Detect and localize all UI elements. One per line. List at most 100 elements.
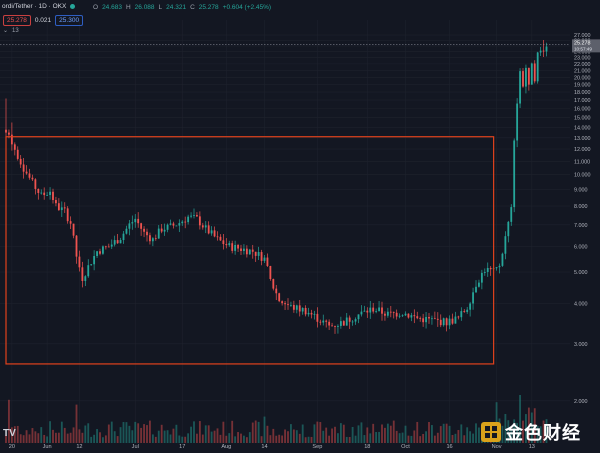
y-tick-label: 13.000 (574, 136, 591, 142)
candle-body (60, 207, 63, 211)
market-status-dot (70, 4, 76, 9)
volume-bar (281, 435, 284, 443)
price-badge-value: 25.278 (574, 40, 591, 46)
volume-bar (107, 424, 110, 443)
candle-body (483, 271, 486, 273)
candle-body (160, 228, 163, 232)
volume-bar (269, 435, 272, 443)
candle-body (184, 221, 187, 223)
volume-bar (428, 422, 430, 443)
volume-bar (87, 423, 90, 443)
volume-bar (304, 437, 307, 443)
candle-body (254, 251, 257, 256)
candle-body (448, 318, 451, 326)
candle-body (52, 191, 54, 201)
volume-bar (539, 426, 542, 443)
candle-body (151, 238, 154, 242)
volume-bar (46, 436, 49, 443)
candle-body (143, 228, 145, 232)
candle-body (122, 233, 125, 241)
candle-body (87, 265, 90, 277)
volume-bar (240, 433, 242, 443)
volume-bar (219, 434, 222, 443)
candle-body (243, 248, 245, 251)
candle-body (213, 230, 216, 237)
candle-body (507, 221, 510, 237)
candle-body (375, 311, 378, 313)
candle-body (57, 203, 60, 211)
sell-price-button[interactable]: 25.278 (3, 15, 31, 26)
candle-body (90, 264, 93, 266)
candle-body (5, 129, 7, 133)
buy-price-button[interactable]: 25.300 (55, 15, 84, 26)
indicators-toggle[interactable]: ⌄ 13 (3, 27, 19, 35)
candle-body (304, 307, 307, 315)
volume-bar (475, 423, 477, 443)
volume-bar (542, 420, 545, 443)
volume-bar (72, 427, 75, 443)
y-tick-label: 22.000 (574, 62, 591, 68)
volume-bar (116, 436, 119, 443)
candle-body (510, 207, 513, 222)
candle-body (307, 312, 310, 315)
candle-body (119, 240, 122, 244)
low-label: L (158, 4, 163, 11)
candle-body (266, 257, 269, 266)
candle-body (104, 246, 107, 248)
candle-body (501, 253, 504, 266)
candle-body (292, 304, 295, 310)
volume-bar (525, 414, 527, 443)
candle-body (498, 265, 501, 268)
candle-body (269, 265, 272, 280)
candle-body (466, 309, 469, 312)
volume-bar (278, 434, 281, 443)
candle-body (102, 246, 104, 254)
candle-body (149, 235, 151, 242)
symbol-title[interactable]: ordi/Tether · 1D · OKX (2, 3, 67, 10)
candle-body (137, 218, 140, 224)
volume-bar (298, 433, 301, 443)
x-tick-label: Jul (132, 444, 139, 450)
y-tick-label: 24.000 (574, 50, 591, 56)
candle-body (93, 256, 96, 265)
volume-bar (463, 435, 466, 443)
volume-bar (63, 427, 66, 443)
volume-bar (466, 427, 469, 443)
volume-bar (75, 404, 78, 443)
candle-body (219, 236, 222, 241)
volume-bar (381, 424, 383, 443)
candle-body (457, 316, 460, 318)
volume-bar (193, 421, 195, 443)
x-tick-label: 20 (9, 444, 15, 450)
volume-bar (513, 419, 516, 443)
candle-body (478, 282, 480, 287)
candle-body (19, 158, 22, 165)
candle-body (275, 288, 278, 294)
candle-body (284, 303, 286, 305)
volume-bar (222, 421, 225, 443)
volume-bar (263, 416, 266, 443)
candle-body (536, 52, 539, 82)
candle-body (313, 313, 316, 315)
close-label: C (190, 4, 195, 11)
volume-bar (34, 431, 37, 443)
volume-bar (134, 421, 137, 443)
volume-bar (292, 429, 295, 443)
x-tick-label: 18 (364, 444, 370, 450)
volume-bar (342, 424, 345, 443)
volume-bar (37, 433, 40, 443)
volume-bar (187, 433, 190, 443)
candle-body (78, 256, 81, 268)
candle-body (495, 267, 498, 269)
volume-bar (110, 421, 113, 443)
volume-bar (378, 431, 380, 443)
y-tick-label: 17.000 (574, 98, 591, 104)
volume-bar (84, 425, 87, 443)
watermark-text: 金色财经 (505, 423, 581, 443)
volume-bar (8, 399, 10, 443)
candle-body (196, 215, 198, 217)
volume-bar (407, 435, 410, 443)
volume-bar (331, 428, 333, 443)
